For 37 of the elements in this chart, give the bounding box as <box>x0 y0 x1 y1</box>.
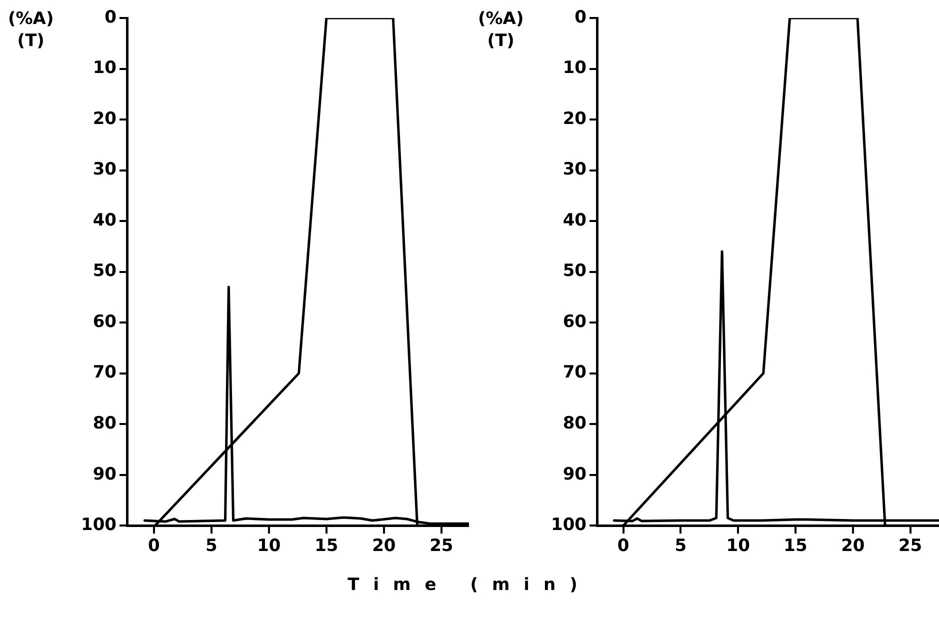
y-tick-label: 10 <box>562 58 587 78</box>
y-tick-label: 0 <box>574 7 587 28</box>
x-tick-label: 20 <box>372 536 396 556</box>
y-tick-label: 30 <box>562 160 587 180</box>
y-axis-title: (%A) (T) <box>478 8 524 52</box>
y-tick-label: 80 <box>562 414 587 434</box>
x-tick-label: 15 <box>784 536 808 556</box>
y-tick-label: 10 <box>92 58 117 78</box>
y-tick-label: 20 <box>92 108 117 129</box>
y-tick-label: 100 <box>550 515 587 536</box>
y-tick-label: 100 <box>80 515 117 536</box>
y-tick-label: 30 <box>92 160 117 180</box>
y-tick-label: 70 <box>92 362 117 383</box>
y-tick-label: 90 <box>562 464 587 484</box>
x-axis-title: Time (min) <box>346 575 592 595</box>
y-tick-label: 60 <box>562 312 587 332</box>
y-tick-label: 0 <box>104 7 117 28</box>
y-tick-label: 70 <box>562 362 587 383</box>
y-tick-label: 50 <box>562 261 587 282</box>
x-tick-label: 10 <box>726 536 750 556</box>
x-tick-label: 25 <box>898 536 922 556</box>
x-tick-label: 5 <box>206 536 218 556</box>
y-tick-label: 60 <box>92 312 117 332</box>
x-tick-label: 20 <box>841 536 865 556</box>
x-tick-label: 0 <box>617 536 630 556</box>
y-tick-label: 90 <box>92 464 117 484</box>
y-tick-label: 50 <box>92 261 117 282</box>
x-tick-label: 5 <box>674 536 687 556</box>
y-tick-label: 40 <box>92 210 117 230</box>
x-tick-label: 10 <box>257 536 281 556</box>
y-tick-label: 20 <box>562 108 587 129</box>
y-axis-title: (%A) (T) <box>8 8 54 52</box>
x-tick-label: 15 <box>314 536 338 556</box>
y-tick-label: 80 <box>92 414 117 434</box>
y-tick-label: 40 <box>562 210 587 230</box>
x-tick-label: 0 <box>148 536 160 556</box>
x-tick-label: 25 <box>430 536 454 556</box>
